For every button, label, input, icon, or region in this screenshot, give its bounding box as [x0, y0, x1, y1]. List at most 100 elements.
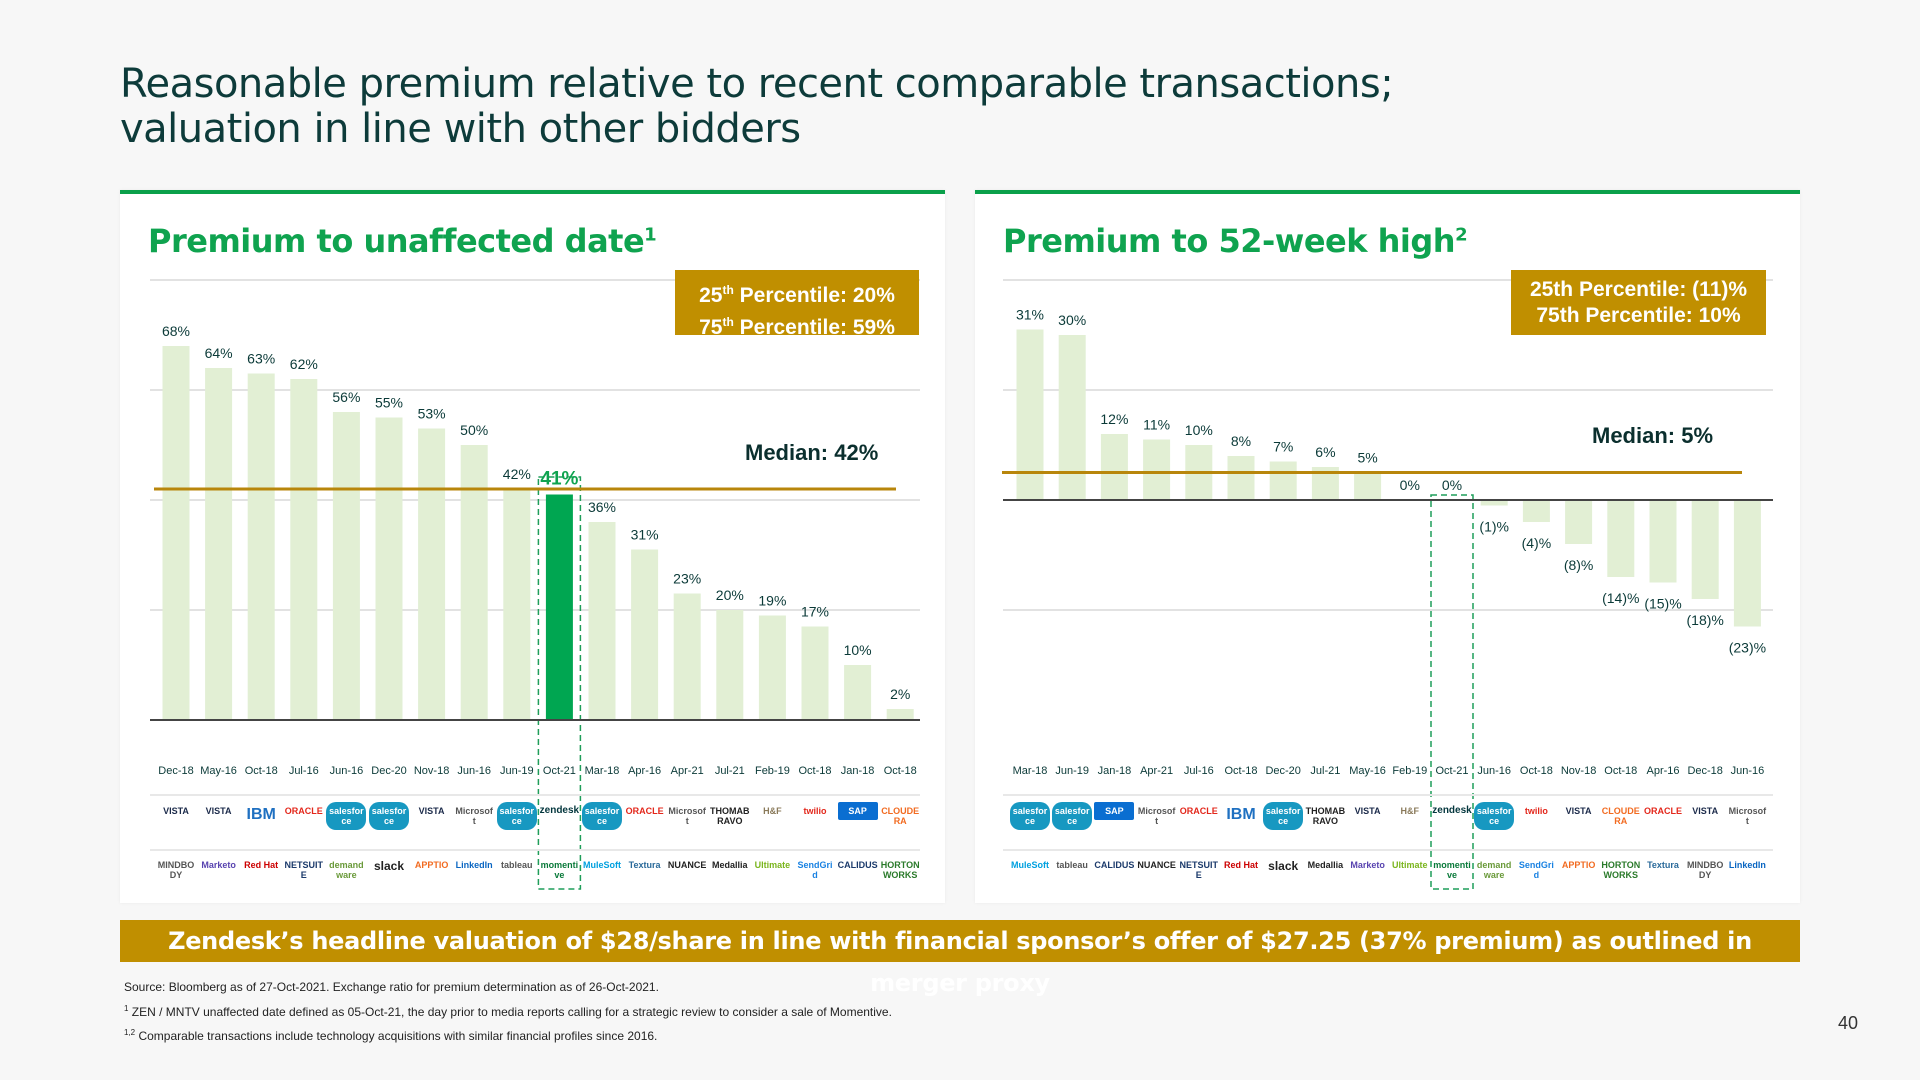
salesforce-logo: salesforce — [326, 802, 367, 830]
value-label: 55% — [375, 395, 403, 411]
acquirer-logo-row: VISTA VISTA IBM ORACLE salesforce salesforce V… — [120, 798, 945, 842]
microsoft-logo: Microsoft — [1137, 806, 1176, 826]
apptio-logo: APPTIO — [414, 860, 449, 870]
calidus-logo: CALIDUS — [837, 860, 878, 870]
linkedin-logo: LinkedIn — [455, 860, 493, 870]
value-label: 50% — [460, 422, 488, 438]
value-label: 8% — [1231, 433, 1251, 449]
right-median-label: Median: 5% — [1592, 423, 1714, 448]
oracle-logo: ORACLE — [625, 806, 664, 816]
bar — [375, 417, 403, 720]
demandware-logo: demandware — [1476, 860, 1512, 880]
category-label: Jun-16 — [1731, 765, 1765, 777]
bar — [418, 428, 446, 720]
cloudera-logo: CLOUDERA — [881, 806, 920, 826]
footnote-1: 1 ZEN / MNTV unaffected date defined as … — [124, 1004, 892, 1019]
page-number: 40 — [1838, 1013, 1859, 1033]
zendesk-highlight-box — [537, 476, 582, 890]
red-hat-logo: Red Hat — [244, 860, 279, 870]
value-label: 23% — [673, 571, 701, 587]
value-label: (18)% — [1687, 612, 1724, 628]
vista-logo: VISTA — [205, 806, 232, 816]
nuance-logo: NUANCE — [667, 860, 707, 870]
value-label: 64% — [205, 345, 233, 361]
category-label: Mar-18 — [585, 765, 620, 777]
bar — [716, 610, 744, 720]
bar — [1522, 500, 1550, 522]
netsuite-logo: NETSUITE — [1179, 860, 1219, 880]
right-chart-title-text: Premium to 52-week high — [1003, 222, 1456, 260]
value-label: (15)% — [1644, 596, 1681, 612]
value-label: 12% — [1100, 411, 1128, 427]
bar — [503, 489, 531, 720]
value-label: (14)% — [1602, 590, 1639, 606]
category-label: Oct-18 — [245, 765, 278, 777]
value-label: 56% — [332, 389, 360, 405]
value-label: 10% — [844, 642, 872, 658]
left-chart-title: Premium to unaffected date1 — [148, 222, 657, 260]
oracle-logo: ORACLE — [1179, 806, 1218, 816]
zendesk-highlight-box — [1430, 494, 1474, 890]
red-hat-logo: Red Hat — [1223, 860, 1258, 870]
value-label: (23)% — [1729, 640, 1766, 656]
bar — [1100, 434, 1128, 500]
category-label: Jun-16 — [457, 765, 491, 777]
left-p75: 75th Percentile: 59% — [699, 315, 895, 339]
category-label: Jan-18 — [841, 765, 875, 777]
category-label: May-16 — [200, 765, 237, 777]
category-label: Jun-19 — [1055, 765, 1089, 777]
category-label: Dec-18 — [158, 765, 193, 777]
category-label: Oct-18 — [1604, 765, 1637, 777]
acquirer-logo-row: salesforce salesforce SAP Microsoft ORACLE IB… — [975, 798, 1800, 842]
value-label: (1)% — [1479, 519, 1509, 535]
salesforce-logo: salesforce — [582, 802, 622, 830]
category-label: Feb-19 — [1392, 765, 1427, 777]
right-chart-title: Premium to 52-week high2 — [1003, 222, 1468, 260]
left-bar-chart: 68% Dec-18 64% May-16 63% Oct-18 62% Jul-16 56% J… — [150, 279, 920, 890]
value-label: 31% — [631, 527, 659, 543]
value-label: 2% — [890, 686, 910, 702]
ibm-logo: IBM — [1226, 806, 1256, 823]
sendgrid-logo: SendGrid — [1518, 860, 1554, 880]
tableau-logo: tableau — [1056, 860, 1088, 870]
vista-logo: VISTA — [163, 806, 189, 816]
zendesk-bar — [545, 494, 573, 720]
value-label: 11% — [1143, 417, 1170, 433]
category-label: Oct-18 — [1224, 765, 1257, 777]
netsuite-logo: NETSUITE — [284, 860, 324, 880]
bar — [205, 368, 233, 720]
bar — [332, 412, 360, 720]
hortonworks-logo: HORTONWORKS — [880, 860, 920, 880]
mulesoft-logo: MuleSoft — [1011, 860, 1049, 870]
conclusion-banner: Zendesk’s headline valuation of $28/shar… — [120, 920, 1800, 997]
medallia-logo: Medallia — [712, 860, 748, 870]
zendesk-value-label: 0% — [1442, 477, 1462, 493]
salesforce-logo: salesforce — [1263, 802, 1304, 830]
bar — [631, 549, 659, 720]
category-label: Oct-21 — [543, 765, 576, 777]
zendesk-value-label: 41% — [540, 469, 578, 490]
slack-logo: slack — [1268, 859, 1299, 873]
bar — [1269, 461, 1297, 500]
bar — [1691, 500, 1719, 599]
right-chart-panel: Premium to 52-week high2 31% Mar-18 30% Jun… — [975, 190, 1800, 903]
left-percentile-box: 25th Percentile: 20% 75th Percentile: 59… — [675, 270, 919, 339]
bar — [1607, 500, 1635, 577]
bar — [844, 665, 872, 720]
twilio-logo: twilio — [803, 806, 827, 816]
salesforce-logo: salesforce — [1474, 802, 1515, 830]
category-label: Jan-18 — [1098, 765, 1132, 777]
bar — [1733, 500, 1761, 627]
ultimate-logo: Ultimate — [1392, 860, 1428, 870]
bar — [801, 626, 829, 720]
sendgrid-logo: SendGrid — [797, 860, 833, 880]
left-p25: 25th Percentile: 20% — [699, 283, 895, 307]
bar — [673, 593, 701, 720]
bar — [1016, 329, 1044, 500]
vista-logo: VISTA — [1692, 806, 1719, 816]
footnote-2: 1,2 Comparable transactions include tech… — [124, 1028, 658, 1043]
slide-title: Reasonable premium relative to recent co… — [120, 62, 1394, 152]
divider — [150, 849, 920, 851]
microsoft-logo: Microsoft — [455, 806, 493, 826]
salesforce-logo: salesforce — [1052, 802, 1093, 830]
